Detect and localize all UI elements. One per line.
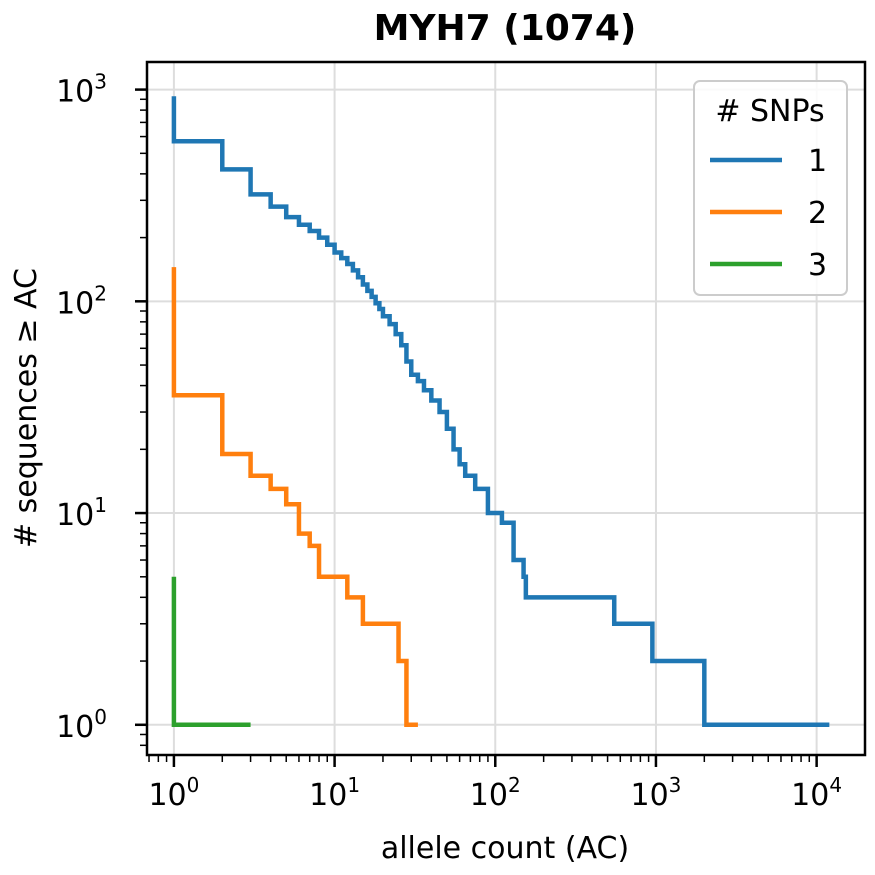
legend-label-2: 2 [808,196,827,231]
x-tick-label: 101 [309,773,360,813]
legend: # SNPs 1 2 3 [693,80,848,296]
y-tick-label: 102 [56,281,107,321]
axis-ticks: 100 101 102 103 104 100 101 102 103 [56,70,842,813]
series-line-3 [171,576,251,728]
x-tick-label: 100 [148,773,199,813]
legend-box [693,80,848,296]
chart-title: MYH7 (1074) [374,8,637,49]
y-axis-label: # sequences ≥ AC [9,268,44,548]
x-tick-label: 103 [630,773,681,813]
x-tick-label: 102 [470,773,521,813]
y-tick-label: 100 [56,705,107,745]
legend-label-3: 3 [808,248,827,283]
x-tick-label: 104 [791,773,842,813]
legend-title: # SNPs [715,94,824,129]
series-line-2 [171,267,418,728]
legend-entries: 1 2 3 [710,144,827,283]
x-axis-label: allele count (AC) [381,831,629,866]
y-tick-label: 101 [56,493,107,533]
series-line-1 [171,96,830,728]
y-tick-label: 103 [56,70,107,110]
legend-label-1: 1 [808,144,827,179]
plot-frame [145,60,867,757]
series-layer [171,96,830,728]
